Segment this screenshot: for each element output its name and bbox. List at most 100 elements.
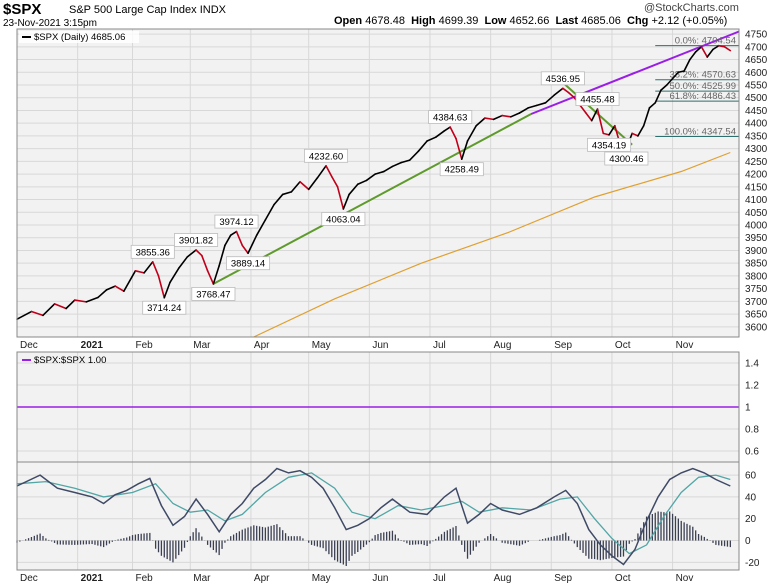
- price-annotation-label: 3974.12: [219, 217, 253, 228]
- price-segment: [579, 104, 587, 114]
- price-segment: [201, 254, 209, 272]
- x-tick-label-top: Nov: [676, 340, 694, 351]
- price-segment: [299, 180, 310, 191]
- price-segment: [602, 132, 610, 136]
- x-tick-label-bottom: May: [312, 573, 331, 584]
- price-annotation-label: 4455.48: [580, 95, 614, 106]
- last-value: 4685.06: [581, 15, 621, 27]
- price-segment: [16, 310, 33, 320]
- macd-y-tick: 0: [745, 536, 751, 547]
- high-label: High: [411, 15, 436, 27]
- price-segment: [348, 183, 359, 196]
- price-segment: [336, 186, 345, 210]
- price-segment: [700, 46, 709, 58]
- x-tick-label-bottom: 2021: [81, 573, 104, 584]
- price-segment: [706, 48, 714, 58]
- price-segment: [151, 261, 160, 277]
- price-y-tick: 4700: [745, 42, 768, 53]
- x-tick-label-top: May: [312, 340, 331, 351]
- price-segment: [114, 285, 125, 292]
- x-tick-label-bottom: Nov: [676, 573, 694, 584]
- price-annotation-label: 4232.60: [309, 151, 343, 162]
- price-segment: [255, 219, 267, 236]
- price-segment: [30, 310, 44, 317]
- price-y-tick: 4550: [745, 81, 768, 92]
- price-legend-bg: [19, 31, 139, 43]
- price-y-tick: 3600: [745, 322, 768, 333]
- price-segment: [585, 112, 593, 122]
- price-annotation-box: [214, 214, 259, 229]
- price-segment: [356, 179, 368, 186]
- price-annotation-box: [575, 92, 620, 106]
- fib-level-label: 0.0%: 4704.54: [675, 36, 736, 47]
- price-segment: [330, 175, 339, 188]
- price-segment: [553, 87, 564, 96]
- price-y-tick: 3950: [745, 233, 768, 244]
- price-annotation-box: [439, 162, 484, 177]
- price-segment: [449, 126, 457, 140]
- price-y-tick: 4100: [745, 195, 768, 206]
- price-segment: [518, 107, 529, 114]
- price-segment: [660, 84, 668, 91]
- fib-level-label: 50.0%: 4525.99: [669, 81, 736, 92]
- price-segment: [443, 126, 452, 132]
- price-y-tick: 4400: [745, 119, 768, 130]
- price-annotation-label: 4384.63: [433, 113, 467, 124]
- fib-level-label: 100.0%: 4347.54: [664, 127, 736, 138]
- price-segment: [229, 230, 238, 236]
- price-y-tick: 4600: [745, 68, 768, 79]
- price-segment: [143, 261, 154, 274]
- price-segment: [677, 70, 685, 74]
- chg-value: +2.12 (+0.05%): [651, 15, 728, 27]
- price-annotation-label: 3889.14: [231, 259, 265, 270]
- macd-y-tick: 60: [745, 471, 757, 482]
- price-segment: [527, 104, 538, 109]
- price-segment: [195, 249, 203, 257]
- price-annotation-box: [604, 151, 649, 166]
- price-segment: [281, 191, 293, 196]
- price-segment: [134, 270, 145, 274]
- price-y-tick: 4050: [745, 208, 768, 219]
- price-y-tick: 4200: [745, 170, 768, 181]
- price-segment: [241, 244, 249, 255]
- price-y-tick: 4350: [745, 131, 768, 142]
- low-label: Low: [484, 15, 507, 27]
- price-y-tick: 3750: [745, 284, 768, 295]
- x-tick-label-bottom: Feb: [136, 573, 154, 584]
- price-annotation-label: 3855.36: [136, 247, 170, 258]
- x-tick-label-top: Jul: [433, 340, 446, 351]
- index-name-text: S&P 500 Large Cap Index: [69, 4, 197, 16]
- price-segment: [536, 102, 547, 107]
- price-annotation-box: [321, 212, 366, 226]
- price-segment: [567, 91, 576, 99]
- price-annotation-box: [226, 256, 271, 271]
- x-tick-label-bottom: Oct: [615, 573, 631, 584]
- price-annotation-label: 4354.19: [592, 140, 626, 151]
- price-segment: [434, 130, 446, 138]
- x-tick-label-bottom: Sep: [554, 573, 572, 584]
- price-segment: [163, 281, 171, 299]
- price-segment: [455, 137, 463, 161]
- price-annotation-box: [304, 148, 349, 163]
- price-segment: [316, 164, 327, 179]
- price-annotation-box: [540, 71, 585, 86]
- price-segment: [608, 124, 616, 136]
- ratio-y-tick: 1.4: [745, 359, 759, 370]
- price-segment: [510, 112, 521, 118]
- price-segment: [484, 117, 495, 121]
- ohlc-readout: Open 4678.48 High 4699.39 Low 4652.66 La…: [334, 15, 727, 27]
- price-y-tick: 3800: [745, 271, 768, 282]
- fib-level-label: 38.2%: 4570.63: [669, 70, 736, 81]
- price-y-tick: 3700: [745, 297, 768, 308]
- price-segment: [631, 132, 639, 137]
- price-segment: [590, 108, 599, 122]
- price-segment: [65, 299, 76, 310]
- price-annotation-box: [174, 233, 219, 247]
- price-segment: [53, 303, 67, 310]
- x-tick-label-bottom: Apr: [254, 573, 270, 584]
- price-segment: [417, 140, 428, 152]
- price-segment: [169, 267, 180, 284]
- price-segment: [501, 114, 512, 118]
- price-annotation-label: 3901.82: [179, 235, 213, 246]
